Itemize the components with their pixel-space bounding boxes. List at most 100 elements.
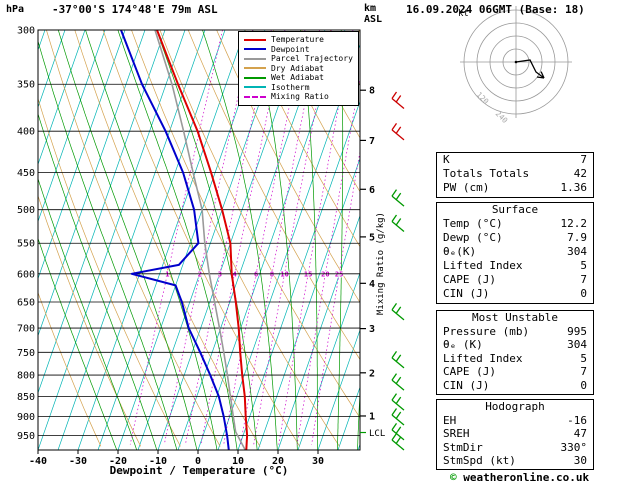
stat-value: 7.9 <box>567 231 587 244</box>
stat-label: Temp (°C) <box>443 217 503 230</box>
legend-item: Parcel Trajectory <box>244 54 353 64</box>
legend-label: Dry Adiabat <box>271 63 324 73</box>
panel-title: Hodograph <box>485 400 545 413</box>
stat-label: Pressure (mb) <box>443 324 530 338</box>
svg-text:3: 3 <box>218 270 222 278</box>
stat-label: CIN (J) <box>443 287 490 300</box>
svg-text:10: 10 <box>232 456 244 467</box>
legend-swatch <box>244 48 266 51</box>
svg-text:400: 400 <box>17 127 35 138</box>
stat-row: StmSpd (kt) 30 <box>437 454 593 468</box>
stat-label: Lifted Index <box>443 259 523 272</box>
x-axis-title: Dewpoint / Temperature (°C) <box>109 464 289 477</box>
chart-legend: Temperature Dewpoint Parcel Trajectory Dry … <box>238 31 359 106</box>
legend-swatch <box>244 57 266 60</box>
stat-row: Pressure (mb) 995 <box>437 325 593 339</box>
svg-text:-10: -10 <box>149 456 167 467</box>
stat-label: PW (cm) <box>443 181 490 194</box>
stat-row: EH -16 <box>437 414 593 428</box>
stat-label: SREH <box>443 427 470 440</box>
stat-value: 330° <box>560 440 588 454</box>
legend-item: Mixing Ratio <box>244 92 353 102</box>
svg-text:-20: -20 <box>109 456 127 467</box>
legend-label: Parcel Trajectory <box>271 54 353 63</box>
legend-label: Isotherm <box>271 82 310 92</box>
station-title: -37°00'S 174°48'E 79m ASL <box>52 3 218 16</box>
stat-row: CAPE (J) 7 <box>437 365 593 379</box>
svg-text:6: 6 <box>369 185 375 196</box>
stat-value: 7 <box>580 153 587 166</box>
svg-text:LCL: LCL <box>369 429 385 439</box>
stat-row: PW (cm) 1.36 <box>437 181 593 195</box>
svg-text:8: 8 <box>270 270 274 278</box>
svg-text:-30: -30 <box>69 456 87 467</box>
copyright-text: weatheronline.co.uk <box>463 471 590 484</box>
stat-value: 0 <box>580 287 587 300</box>
stat-value: 47 <box>573 427 587 440</box>
stat-row: θₑ(K) 304 <box>437 245 593 259</box>
legend-item: Dewpoint <box>244 45 353 55</box>
altitude-axis-unit: km ASL <box>364 3 382 25</box>
skewt-plot: 1 2 3 4 6 8 10 15 20 2530035040045050055060065070… <box>17 26 405 467</box>
stat-row: CAPE (J) 7 <box>437 273 593 287</box>
stat-row: Totals Totals 42 <box>437 167 593 181</box>
svg-text:450: 450 <box>17 168 35 179</box>
svg-text:15: 15 <box>304 270 312 278</box>
legend-item: Dry Adiabat <box>244 64 353 74</box>
stat-value: 995 <box>567 324 587 338</box>
stat-value: 5 <box>580 259 587 272</box>
stat-label: EH <box>443 413 457 427</box>
stat-row: Temp (°C) 12.2 <box>437 217 593 231</box>
svg-text:550: 550 <box>17 239 35 250</box>
legend-swatch <box>244 95 266 98</box>
stat-value: 7 <box>580 273 587 286</box>
legend-item: Temperature <box>244 35 353 45</box>
stat-value: 0 <box>580 378 587 392</box>
most-unstable-panel: Most Unstable Pressure (mb) 995 θₑ (K) 304 Li… <box>436 310 594 395</box>
stat-value: 42 <box>573 167 587 180</box>
hodograph-unit-label: kt <box>458 9 469 19</box>
stat-value: 304 <box>567 245 587 258</box>
svg-text:900: 900 <box>17 412 35 423</box>
stat-row: θₑ (K) 304 <box>437 338 593 352</box>
svg-text:240: 240 <box>494 109 510 125</box>
panel-title: Surface <box>491 203 539 216</box>
svg-text:600: 600 <box>17 269 35 280</box>
svg-text:2: 2 <box>198 270 202 278</box>
svg-text:120: 120 <box>475 90 491 106</box>
svg-text:-40: -40 <box>29 456 47 467</box>
copyright: © weatheronline.co.uk <box>450 471 589 484</box>
stat-value: 5 <box>580 351 587 365</box>
stat-label: CAPE (J) <box>443 365 496 378</box>
svg-text:2: 2 <box>369 368 375 379</box>
panel-title: Most Unstable <box>471 311 559 324</box>
stat-label: θₑ(K) <box>443 245 477 258</box>
stat-value: 304 <box>567 338 587 351</box>
legend-swatch <box>244 86 266 89</box>
mixing-ratio-axis-title: Mixing Ratio (g/kg) <box>376 212 386 315</box>
svg-text:7: 7 <box>369 136 375 147</box>
svg-text:5: 5 <box>369 232 375 243</box>
copyright-symbol: © <box>450 471 457 484</box>
datetime-title: 16.09.2024 06GMT (Base: 18) <box>406 3 585 16</box>
svg-text:950: 950 <box>17 431 35 442</box>
svg-text:3: 3 <box>369 324 375 335</box>
stat-row: Dewp (°C) 7.9 <box>437 231 593 245</box>
svg-text:1: 1 <box>369 411 375 422</box>
legend-label: Mixing Ratio <box>271 92 329 101</box>
altitude-unit-km: km <box>364 3 377 14</box>
svg-text:30: 30 <box>312 456 324 467</box>
legend-item: Wet Adiabat <box>244 73 353 83</box>
legend-swatch <box>244 38 266 41</box>
legend-label: Temperature <box>271 35 324 44</box>
svg-text:20: 20 <box>272 456 284 467</box>
stat-label: CIN (J) <box>443 378 490 392</box>
svg-text:800: 800 <box>17 371 35 382</box>
svg-text:25: 25 <box>335 270 343 278</box>
svg-text:10: 10 <box>280 270 288 278</box>
svg-text:4: 4 <box>232 270 236 278</box>
svg-text:500: 500 <box>17 205 35 216</box>
stat-label: StmSpd (kt) <box>443 454 516 467</box>
svg-text:700: 700 <box>17 324 35 335</box>
